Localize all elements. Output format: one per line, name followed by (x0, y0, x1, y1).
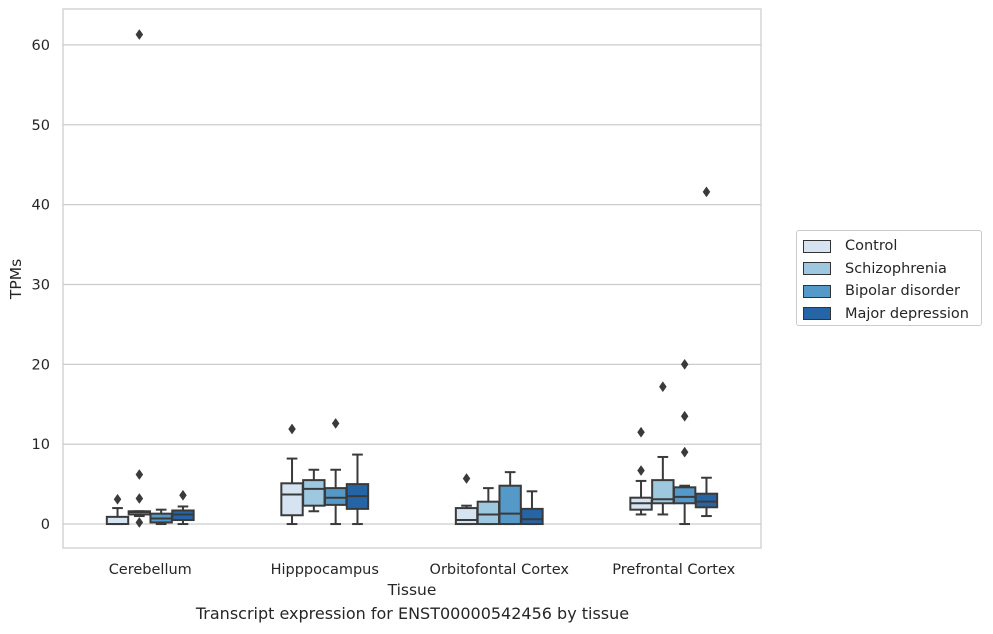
box-iqr (280, 482, 304, 517)
outlier-point (135, 469, 144, 480)
box-iqr (520, 507, 544, 526)
outlier-point (680, 410, 689, 422)
box-iqr (302, 479, 326, 507)
box-control (629, 426, 653, 516)
outlier-point (659, 381, 667, 393)
x-tick-label: Hipppocampus (271, 562, 379, 578)
box-iqr (105, 515, 130, 526)
box-schizophrenia (302, 468, 326, 513)
legend-label-schizophrenia: Schizophrenia (845, 260, 947, 277)
gridlines (63, 44, 761, 525)
figure-caption: Transcript expression for ENST0000054245… (195, 604, 630, 623)
box-major-depression (345, 453, 370, 526)
box-bipolar-disorder (498, 471, 522, 526)
box-iqr (454, 507, 479, 526)
legend-swatch-control (803, 239, 831, 253)
legend-label-major-depression: Major depression (845, 305, 969, 322)
x-tick-label: Cerebellum (109, 562, 192, 578)
outlier-point (331, 417, 340, 429)
y-tick-label: 0 (41, 517, 50, 533)
box-major-depression (694, 186, 719, 518)
outlier-point (288, 423, 296, 435)
legend-item-bipolar-disorder: Bipolar disorder (803, 280, 975, 303)
y-tick-label: 50 (32, 118, 50, 134)
legend-swatch-bipolar-disorder (803, 284, 831, 298)
box-iqr (498, 484, 522, 526)
outlier-point (702, 186, 711, 198)
y-tick-label: 30 (32, 277, 50, 293)
x-tick-labels: Cerebellum Hipppocampus Orbitofontal Corte… (109, 562, 736, 578)
box-iqr (694, 492, 719, 509)
box-iqr (323, 487, 348, 506)
y-tick-label: 10 (32, 437, 50, 453)
y-tick-labels: 0 10 20 30 40 50 60 (32, 38, 50, 533)
y-tick-label: 20 (32, 357, 50, 373)
boxes (105, 29, 719, 528)
legend-item-control: Control (803, 235, 975, 258)
outlier-point (179, 489, 187, 501)
outlier-point (135, 493, 144, 504)
box-control (280, 423, 304, 526)
outlier-point (680, 358, 689, 370)
box-bipolar-disorder (672, 358, 697, 526)
y-tick-label: 60 (32, 38, 50, 54)
x-tick-label: Orbitofontal Cortex (430, 562, 570, 578)
box-schizophrenia (127, 29, 152, 528)
outlier-point (637, 465, 645, 476)
outlier-point (637, 426, 645, 438)
box-bipolar-disorder (149, 508, 173, 526)
outlier-point (135, 29, 144, 40)
box-major-depression (520, 490, 544, 526)
box-control (454, 473, 479, 526)
legend-swatch-major-depression (803, 307, 831, 321)
x-axis-title: Tissue (387, 581, 437, 599)
legend-item-major-depression: Major depression (803, 303, 975, 326)
box-iqr (672, 486, 697, 505)
x-tick-label: Prefrontal Cortex (612, 562, 735, 578)
outlier-point (462, 473, 471, 484)
box-major-depression (171, 489, 195, 526)
box-bipolar-disorder (323, 417, 348, 526)
box-control (105, 493, 130, 526)
legend-swatch-schizophrenia (803, 262, 831, 276)
outlier-point (113, 493, 122, 505)
box-schizophrenia (651, 381, 675, 516)
outlier-point (135, 517, 144, 528)
box-schizophrenia (476, 487, 501, 526)
y-axis-title: TPMs (7, 259, 25, 300)
plot-frame (62, 8, 762, 549)
outlier-point (680, 446, 689, 458)
y-tick-label: 40 (32, 198, 50, 214)
legend-label-control: Control (845, 238, 898, 255)
legend-item-schizophrenia: Schizophrenia (803, 258, 975, 281)
legend: Control Schizophrenia Bipolar disorder M… (796, 230, 982, 326)
legend-label-bipolar-disorder: Bipolar disorder (845, 283, 960, 300)
box-iqr (476, 500, 501, 526)
